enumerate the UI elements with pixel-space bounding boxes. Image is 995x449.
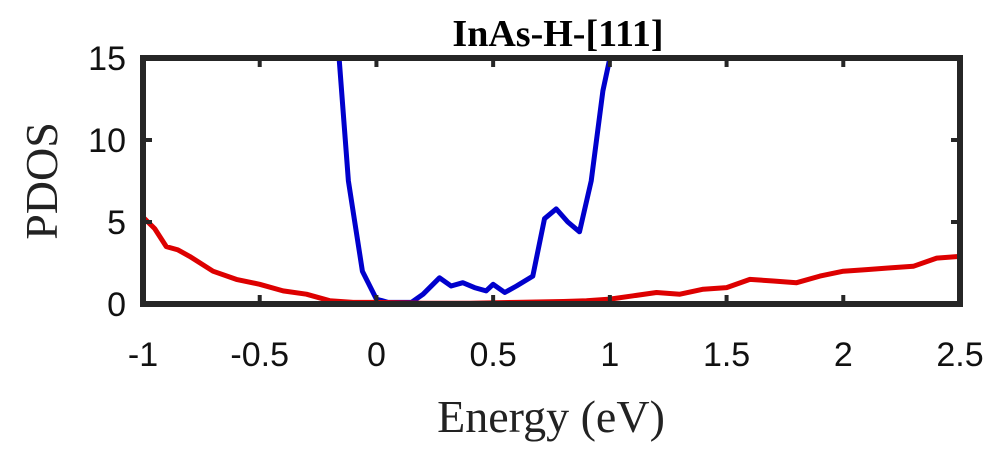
plot-background — [143, 58, 960, 304]
x-tick-label: -1 — [128, 336, 158, 374]
y-tick-label: 15 — [88, 40, 126, 78]
x-tick-label: 2 — [834, 336, 853, 374]
tick-marks — [141, 56, 962, 306]
axes-box — [140, 55, 963, 307]
x-tick-label: 0.5 — [470, 336, 517, 374]
x-tick-labels: -1 -0.5 0 0.5 1 1.5 2 2.5 — [128, 336, 984, 374]
x-axis-label: Energy (eV) — [437, 391, 665, 442]
y-tick-label: 5 — [107, 204, 126, 242]
x-tick-label: 1 — [600, 336, 619, 374]
y-tick-label: 0 — [107, 286, 126, 324]
chart-title: InAs-H-[111] — [452, 13, 663, 55]
y-tick-labels: 0 5 10 15 — [88, 40, 126, 324]
x-tick-label: 1.5 — [703, 336, 750, 374]
plot-area — [140, 55, 963, 307]
x-tick-label: -0.5 — [230, 336, 289, 374]
y-axis-label: PDOS — [16, 122, 67, 240]
x-tick-label: 2.5 — [936, 336, 983, 374]
x-tick-label: 0 — [367, 336, 386, 374]
y-tick-label: 10 — [88, 122, 126, 160]
